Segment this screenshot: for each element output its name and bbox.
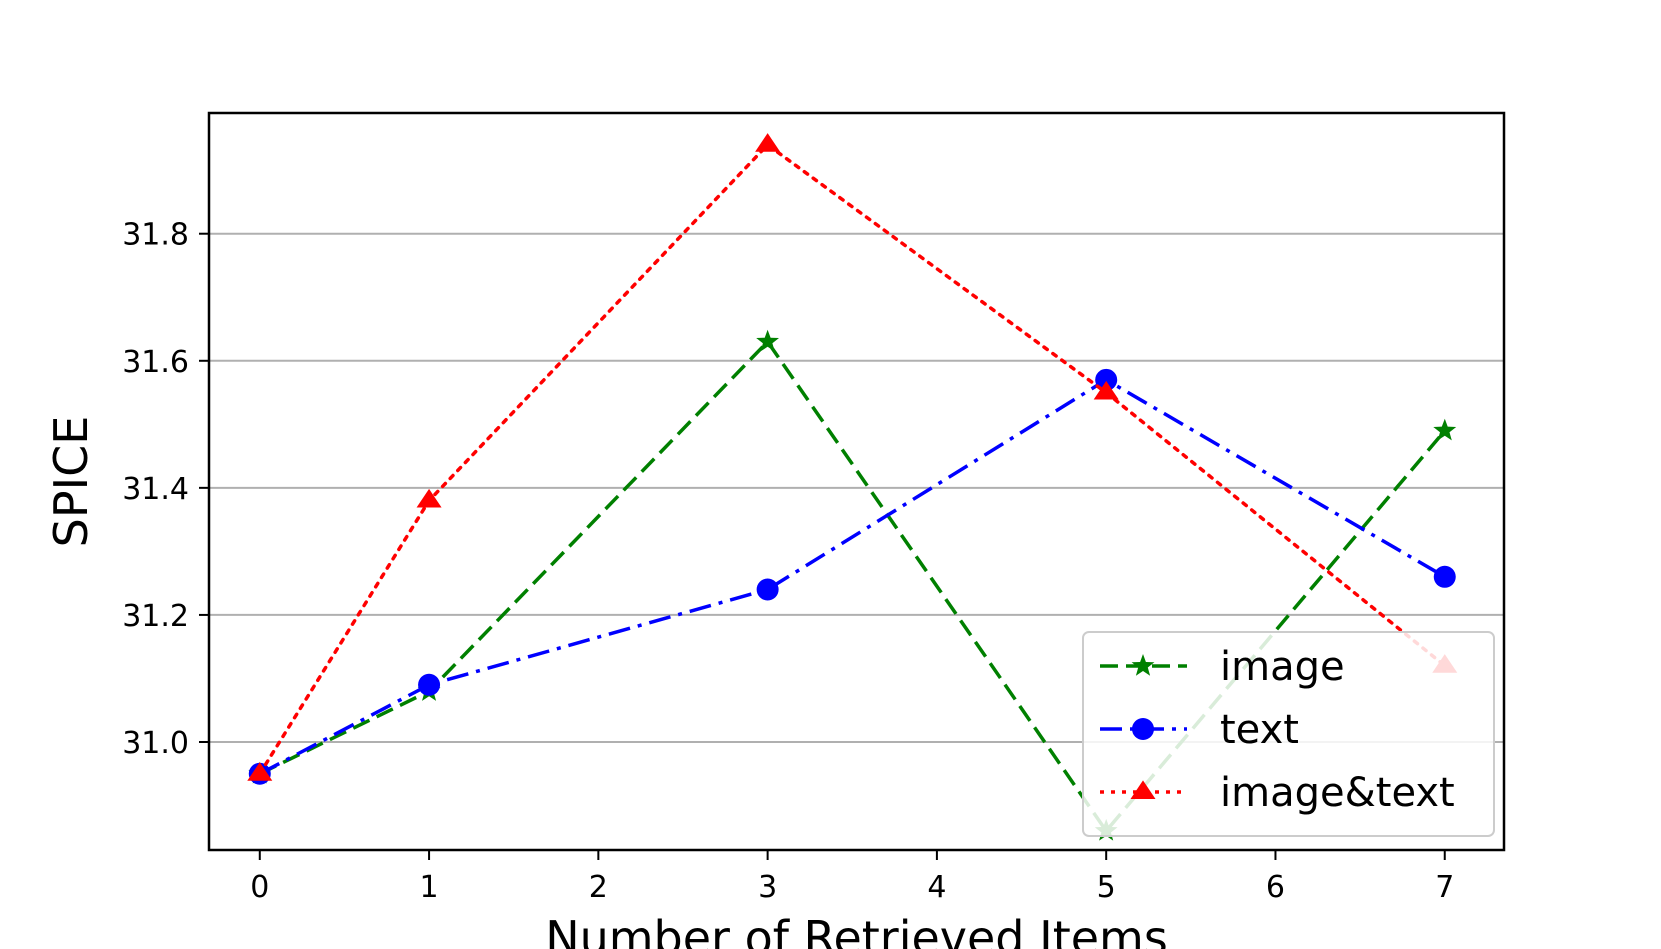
legend-label: image&text — [1220, 770, 1455, 816]
y-axis-label: SPICE — [44, 416, 98, 548]
y-tick-label: 31.8 — [122, 218, 189, 253]
x-axis-label: Number of Retrieved Items — [545, 911, 1168, 949]
plot-frame — [207, 111, 1506, 852]
x-tick-label: 1 — [420, 870, 439, 905]
data-point — [756, 329, 779, 352]
legend-marker — [1131, 654, 1155, 676]
data-point — [1433, 418, 1457, 441]
data-point — [1093, 380, 1119, 400]
data-point — [1433, 565, 1456, 588]
legend-item: image — [1100, 644, 1345, 690]
legend-item: text — [1100, 707, 1299, 753]
data-point — [418, 673, 441, 696]
y-tick-label: 31.0 — [122, 726, 189, 761]
data-point — [1095, 368, 1118, 391]
legend: image text image&text — [1082, 631, 1495, 837]
legend-marker — [1130, 780, 1156, 799]
y-tick-label: 31.2 — [122, 599, 189, 634]
series-line — [258, 377, 1446, 776]
x-tick-label: 5 — [1097, 870, 1116, 905]
y-tick-label: 31.4 — [122, 472, 189, 507]
x-tick-label: 3 — [758, 870, 777, 905]
data-point — [755, 133, 781, 152]
x-tick-label: 6 — [1266, 870, 1285, 905]
legend-label: image — [1220, 644, 1345, 690]
series-2 — [248, 368, 1456, 785]
data-point — [416, 488, 442, 508]
legend-marker — [1132, 718, 1154, 740]
y-axis: 31.0 31.2 31.4 31.6 31.8 — [122, 218, 209, 761]
legend-item: image&text — [1100, 770, 1455, 816]
data-point — [756, 578, 779, 601]
x-axis: 0 1 2 3 4 5 6 7 — [250, 850, 1454, 905]
y-tick-label: 31.6 — [122, 345, 189, 380]
x-tick-label: 4 — [927, 870, 946, 905]
x-tick-label: 0 — [250, 870, 269, 905]
x-tick-label: 7 — [1435, 870, 1454, 905]
data-point — [247, 762, 273, 781]
legend-label: text — [1220, 707, 1299, 753]
x-tick-label: 2 — [589, 870, 608, 905]
legend-box — [1082, 631, 1495, 837]
